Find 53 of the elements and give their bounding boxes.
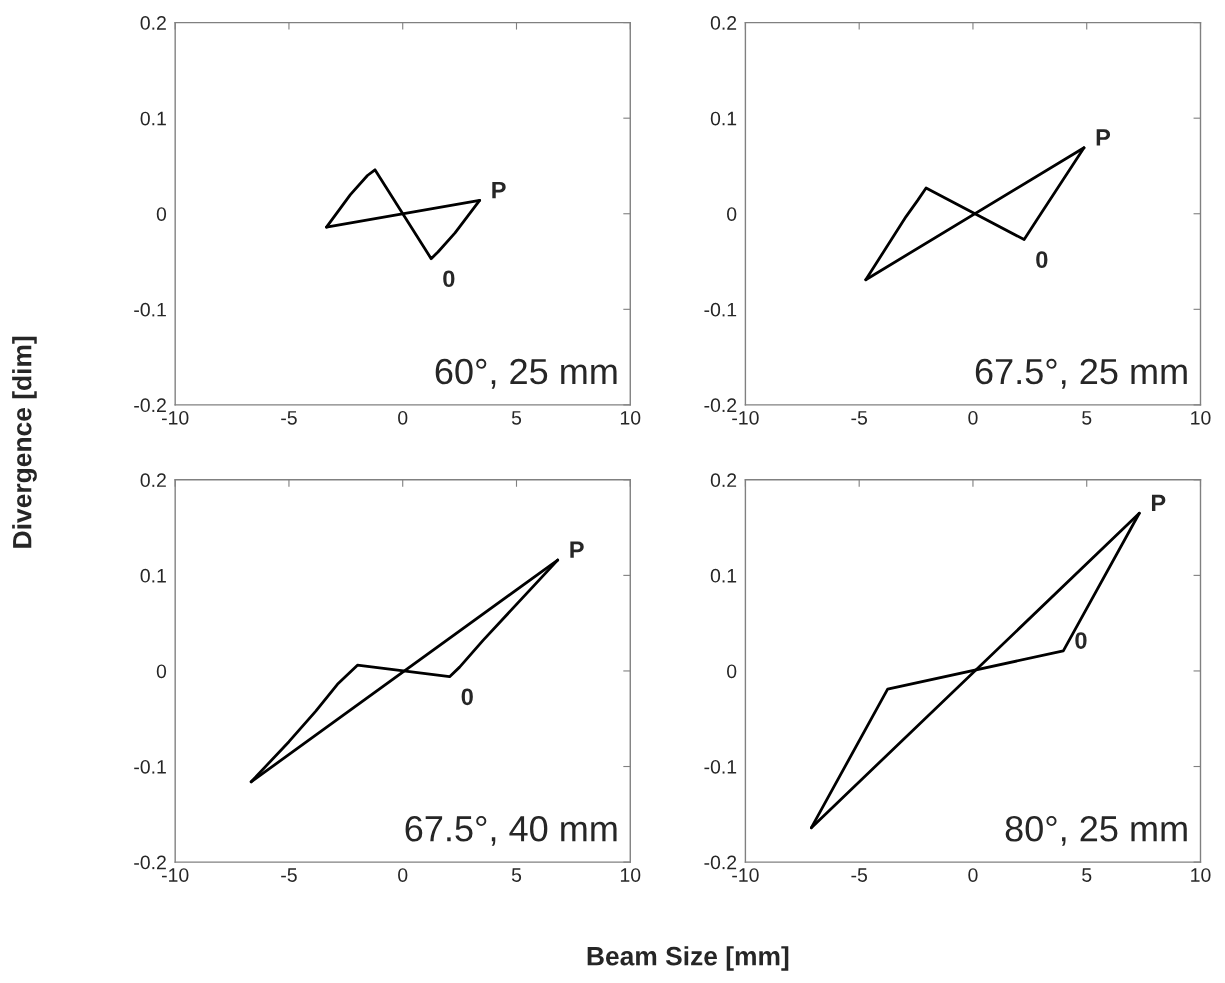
y-tick-label: 0.2: [710, 473, 737, 488]
y-tick-label: 0.1: [710, 111, 737, 126]
annotation: P: [492, 181, 506, 199]
y-tick-label: -0.1: [704, 302, 737, 317]
annotation: 67.5°, 25 mm: [975, 358, 1187, 389]
y-tick-label: 0: [727, 664, 737, 679]
annotation: P: [1151, 494, 1166, 512]
y-tick-label: 0.2: [710, 16, 737, 30]
x-tick-label: 10: [620, 410, 641, 425]
annotation: 60°, 25 mm: [435, 358, 617, 389]
x-tick-label: 0: [398, 410, 408, 425]
y-tick-label: 0: [156, 207, 167, 221]
y-tick-label: 0.2: [140, 473, 166, 488]
annotation: 0: [1075, 632, 1087, 649]
y-tick-label: 0: [156, 664, 167, 679]
x-tick-label: -5: [281, 868, 297, 882]
annotation: 0: [461, 688, 473, 706]
annotation: P: [1096, 129, 1111, 146]
y-axis-title: Divergence [dim]: [12, 336, 37, 548]
y-tick-label: 0: [727, 207, 737, 221]
x-axis-title: Beam Size [mm]: [587, 946, 789, 971]
x-tick-label: 10: [620, 868, 641, 882]
y-tick-label: -0.1: [134, 759, 166, 774]
y-tick-label: -0.2: [134, 398, 166, 413]
x-tick-label: -10: [732, 410, 759, 425]
x-tick-label: -5: [851, 868, 868, 882]
y-tick-label: 0.2: [140, 16, 166, 30]
x-tick-label: 0: [398, 868, 408, 882]
x-tick-label: -5: [851, 411, 868, 425]
y-tick-label: -0.2: [134, 855, 166, 870]
x-tick-label: 5: [511, 868, 522, 882]
annotation: 80°, 25 mm: [1005, 816, 1187, 846]
annotation: 67.5°, 40 mm: [405, 816, 617, 846]
x-tick-label: -10: [161, 868, 189, 882]
x-tick-label: 5: [1082, 411, 1092, 425]
y-tick-label: -0.2: [704, 855, 737, 870]
y-tick-label: 0.1: [140, 568, 166, 583]
y-tick-label: -0.1: [704, 759, 737, 774]
annotation: 0: [1036, 251, 1048, 269]
x-tick-label: 0: [968, 868, 978, 882]
x-tick-label: 5: [1082, 868, 1092, 882]
annotation: P: [570, 541, 584, 558]
x-tick-label: 10: [1191, 868, 1211, 882]
x-tick-label: 10: [1191, 410, 1211, 425]
y-tick-label: -0.1: [134, 302, 166, 317]
x-tick-label: 0: [968, 410, 978, 425]
x-tick-label: 5: [511, 411, 522, 425]
x-tick-label: -5: [281, 411, 297, 425]
y-tick-label: -0.2: [704, 398, 737, 413]
x-tick-label: -10: [732, 868, 759, 882]
annotation: 0: [443, 270, 455, 288]
y-tick-label: 0.1: [710, 568, 737, 583]
y-tick-label: 0.1: [140, 111, 166, 126]
